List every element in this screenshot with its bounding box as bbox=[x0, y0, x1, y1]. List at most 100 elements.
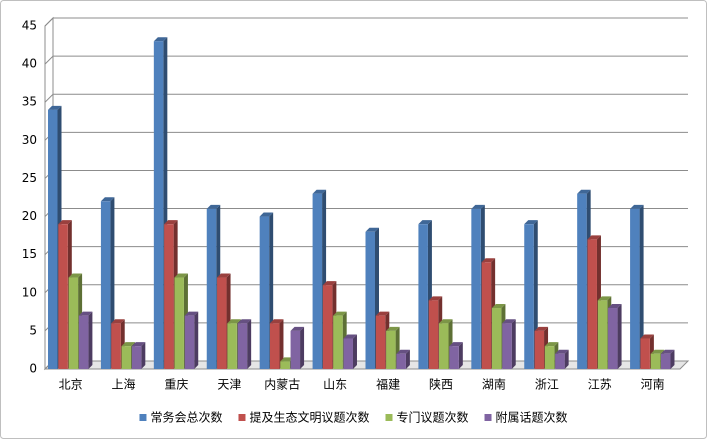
bar bbox=[502, 323, 512, 369]
bar-top bbox=[534, 326, 549, 331]
bar bbox=[630, 208, 640, 369]
grid-line bbox=[44, 17, 688, 27]
bar-top bbox=[439, 319, 453, 324]
bar bbox=[269, 323, 280, 369]
bar-top bbox=[597, 296, 612, 301]
bar bbox=[58, 224, 68, 369]
bar bbox=[164, 224, 174, 369]
legend-label: 附属话题次数 bbox=[496, 410, 568, 425]
bar-top bbox=[660, 349, 675, 354]
bar bbox=[206, 208, 217, 369]
bar-top bbox=[48, 105, 62, 110]
bar-top bbox=[322, 281, 337, 286]
bar bbox=[68, 277, 79, 369]
bar-top bbox=[58, 220, 72, 225]
bar-top bbox=[343, 334, 357, 339]
bar-top bbox=[577, 189, 591, 194]
bar-top bbox=[418, 220, 432, 225]
bar-top bbox=[280, 357, 294, 362]
bar bbox=[280, 361, 290, 369]
bar-top bbox=[544, 342, 559, 347]
bar bbox=[343, 338, 353, 369]
x-tick-label: 湖南 bbox=[482, 377, 506, 392]
bar-side bbox=[564, 349, 569, 369]
bar-top bbox=[650, 349, 665, 354]
x-tick-label: 上海 bbox=[112, 377, 136, 392]
bar-top bbox=[206, 204, 221, 209]
grid-line bbox=[44, 93, 688, 103]
bar-top bbox=[502, 319, 516, 324]
bar-top bbox=[100, 197, 115, 202]
legend: 常务会总次数 提及生态文明议题次数 专门议题次数 附属话题次数 bbox=[139, 410, 568, 425]
bar-top bbox=[555, 349, 569, 354]
y-tick-label: 40 bbox=[22, 57, 37, 71]
y-tick-label: 5 bbox=[29, 323, 37, 337]
bar-side bbox=[352, 334, 357, 369]
bar bbox=[597, 300, 608, 369]
grid-line bbox=[44, 55, 688, 65]
bar-top bbox=[227, 319, 241, 324]
bar-top bbox=[365, 227, 379, 232]
bar bbox=[650, 353, 661, 369]
bar bbox=[534, 330, 545, 369]
bar-side bbox=[88, 311, 93, 369]
y-tick-label: 45 bbox=[22, 19, 37, 33]
bar bbox=[396, 353, 406, 369]
bar bbox=[78, 315, 89, 369]
bar bbox=[660, 353, 671, 369]
x-tick-label: 陕西 bbox=[429, 377, 453, 392]
bar-top bbox=[449, 342, 463, 347]
bar-top bbox=[164, 220, 178, 225]
bar-top bbox=[68, 273, 83, 278]
bar-side bbox=[639, 204, 644, 369]
bar-top bbox=[333, 311, 347, 316]
bar bbox=[153, 41, 164, 369]
legend-swatch bbox=[385, 414, 393, 421]
bar bbox=[608, 308, 618, 369]
legend-label: 常务会总次数 bbox=[150, 410, 222, 425]
bar-top bbox=[184, 311, 199, 316]
bar bbox=[544, 346, 555, 369]
bar bbox=[428, 300, 439, 369]
bar-top bbox=[640, 334, 654, 339]
bar-top bbox=[396, 349, 410, 354]
bar bbox=[471, 208, 481, 369]
bar bbox=[259, 216, 270, 369]
y-tick-label: 35 bbox=[22, 95, 37, 109]
bar bbox=[524, 224, 534, 369]
x-tick-label: 山东 bbox=[323, 378, 347, 392]
bar bbox=[333, 315, 343, 369]
y-tick-label: 10 bbox=[22, 285, 37, 299]
bar bbox=[100, 201, 111, 369]
bar bbox=[174, 277, 184, 369]
legend-swatch bbox=[484, 414, 492, 421]
bar bbox=[418, 224, 428, 369]
bar bbox=[217, 277, 227, 369]
bar bbox=[640, 338, 650, 369]
bar-side bbox=[511, 319, 516, 369]
legend-label: 提及生态文明议题次数 bbox=[249, 410, 369, 425]
y-tick-label: 0 bbox=[29, 362, 37, 376]
bar-top bbox=[524, 220, 538, 225]
bar bbox=[131, 346, 142, 369]
bar-side bbox=[617, 304, 622, 369]
bar-side bbox=[141, 342, 146, 369]
bar bbox=[491, 308, 502, 369]
bar-side bbox=[405, 349, 410, 369]
bar-top bbox=[630, 204, 644, 209]
x-tick-label: 北京 bbox=[59, 378, 83, 392]
bar bbox=[375, 315, 386, 369]
bar bbox=[587, 239, 597, 369]
y-tick-label: 20 bbox=[22, 209, 37, 223]
bar-top bbox=[608, 304, 622, 309]
bar bbox=[121, 346, 132, 369]
bar-side bbox=[458, 342, 463, 369]
bar-top bbox=[481, 258, 496, 263]
legend-swatch bbox=[139, 414, 147, 421]
bar bbox=[312, 193, 323, 369]
x-tick-label: 天津 bbox=[217, 378, 241, 392]
y-tick-label: 15 bbox=[22, 247, 37, 261]
bar-top bbox=[78, 311, 93, 316]
bar-top bbox=[386, 326, 400, 331]
bar bbox=[577, 193, 587, 369]
